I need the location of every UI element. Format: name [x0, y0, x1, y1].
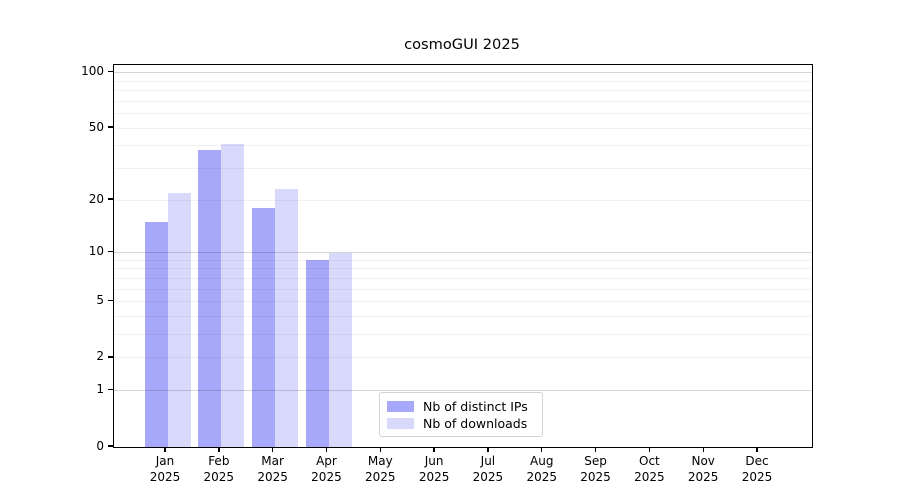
- gridline-major-1: [114, 390, 812, 392]
- y-tick-label-50: 50: [88, 119, 104, 134]
- y-tick-label-5: 5: [96, 293, 104, 308]
- x-tick-label-may: May 2025: [364, 454, 396, 484]
- gridline-minor-70: [114, 100, 812, 102]
- legend-label-distinct-ips: Nb of distinct IPs: [423, 399, 528, 414]
- legend: Nb of distinct IPs Nb of downloads: [379, 392, 543, 437]
- y-tick-10: [107, 250, 114, 253]
- gridline-minor-3: [114, 334, 812, 336]
- gridline-minor-4: [114, 315, 812, 317]
- gridline-minor-40: [114, 145, 812, 147]
- legend-swatch-distinct-ips: [387, 401, 414, 412]
- y-tick-label-1: 1: [96, 382, 104, 397]
- x-tick-label-jun: Jun 2025: [418, 454, 450, 484]
- x-tick-label-nov: Nov 2025: [687, 454, 719, 484]
- x-tick-label-sep: Sep 2025: [580, 454, 611, 484]
- y-tick-label-20: 20: [88, 191, 104, 206]
- gridline-minor-20: [114, 199, 812, 201]
- x-tick-label-oct: Oct 2025: [634, 454, 665, 484]
- bar-apr-downloads: [328, 252, 352, 447]
- plot-area: Nb of distinct IPs Nb of downloads: [113, 64, 813, 448]
- bar-apr-distinct-ips: [305, 260, 329, 447]
- bar-jan-distinct-ips: [144, 222, 168, 447]
- x-tick-oct: [648, 447, 651, 452]
- bar-mar-downloads: [275, 189, 299, 447]
- x-tick-label-dec: Dec 2025: [741, 454, 773, 484]
- legend-item-distinct-ips: Nb of distinct IPs: [387, 398, 542, 415]
- gridline-major-100: [114, 72, 812, 74]
- plot-canvas: Nb of distinct IPs Nb of downloads: [114, 65, 812, 447]
- bar-feb-distinct-ips: [198, 149, 222, 447]
- x-tick-jul: [487, 447, 489, 452]
- legend-swatch-downloads: [387, 418, 414, 429]
- gridline-minor-2: [114, 357, 812, 359]
- y-tick-1: [107, 389, 114, 391]
- x-tick-feb: [218, 447, 220, 452]
- y-tick-label-100: 100: [81, 64, 104, 79]
- gridline-minor-7: [114, 277, 812, 279]
- x-tick-label-mar: Mar 2025: [257, 454, 288, 484]
- x-tick-jun: [433, 447, 435, 452]
- y-tick-2: [107, 356, 114, 358]
- x-tick-label-apr: Apr 2025: [311, 454, 342, 484]
- x-tick-label-feb: Feb 2025: [203, 454, 235, 484]
- x-tick-dec: [756, 447, 758, 452]
- x-tick-aug: [541, 447, 543, 452]
- y-tick-20: [107, 198, 114, 200]
- bar-feb-downloads: [221, 143, 245, 447]
- gridline-minor-30: [114, 167, 812, 169]
- bar-mar-distinct-ips: [252, 208, 276, 447]
- gridline-minor-5: [114, 301, 812, 303]
- y-tick-label-10: 10: [88, 244, 104, 258]
- gridline-major-10: [114, 252, 812, 253]
- x-tick-jan: [164, 447, 166, 452]
- gridline-minor-50: [114, 127, 812, 129]
- y-tick-0: [107, 445, 114, 447]
- gridline-minor-9: [114, 259, 812, 261]
- x-tick-label-jan: Jan 2025: [149, 454, 181, 484]
- x-tick-mar: [271, 447, 274, 452]
- bar-jan-downloads: [167, 192, 191, 447]
- chart-title: cosmoGUI 2025: [404, 36, 520, 53]
- gridline-minor-6: [114, 288, 812, 290]
- x-tick-label-aug: Aug 2025: [526, 454, 557, 484]
- x-tick-nov: [702, 447, 704, 452]
- x-tick-sep: [594, 447, 597, 452]
- x-tick-may: [379, 447, 381, 452]
- x-tick-label-jul: Jul 2025: [472, 454, 504, 484]
- legend-label-downloads: Nb of downloads: [423, 416, 528, 431]
- y-tick-label-0: 0: [96, 438, 104, 453]
- gridline-minor-60: [114, 113, 812, 115]
- gridline-minor-90: [114, 80, 812, 82]
- legend-item-downloads: Nb of downloads: [387, 415, 542, 432]
- y-tick-label-2: 2: [96, 349, 104, 364]
- x-tick-apr: [325, 447, 328, 452]
- y-tick-50: [107, 126, 114, 128]
- gridline-minor-80: [114, 90, 812, 92]
- y-tick-100: [107, 70, 114, 73]
- gridline-minor-8: [114, 268, 812, 270]
- y-tick-5: [107, 299, 114, 302]
